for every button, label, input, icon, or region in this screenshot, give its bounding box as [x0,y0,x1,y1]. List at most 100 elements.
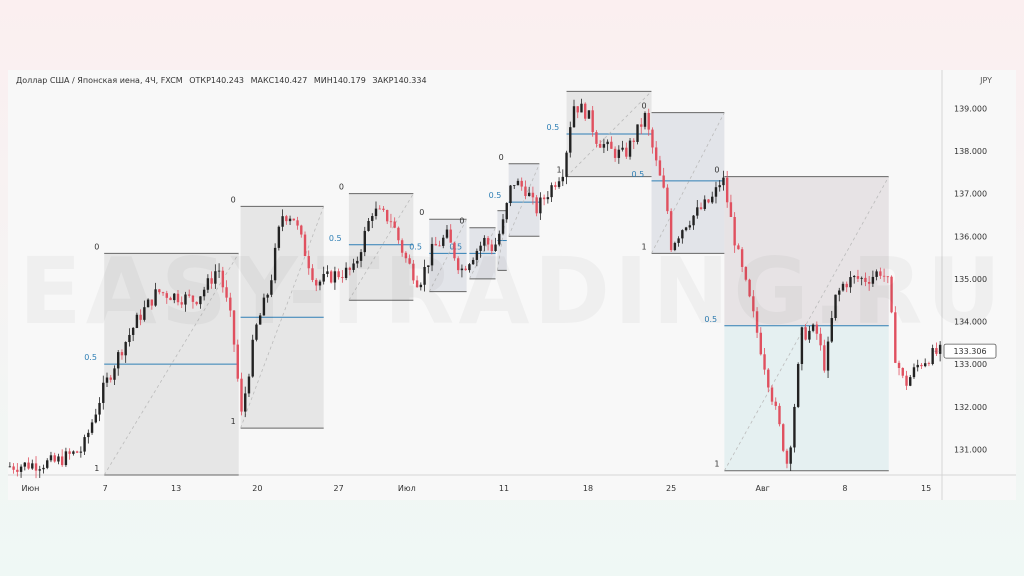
candle-body [501,219,505,234]
candle-body [124,342,127,356]
candle [610,136,613,149]
candle [789,445,792,471]
candle [688,220,692,230]
candle-body [617,149,621,158]
candle [598,140,602,148]
fib-retracement: 01 [231,195,325,429]
candle-body [113,368,116,380]
candle-body [767,369,770,388]
candle [400,238,404,257]
candle [31,459,34,470]
candle [524,180,527,200]
candle [681,229,684,244]
fib-label-05: 0.5 [547,123,560,132]
candle [120,349,124,360]
candle-body [281,216,284,227]
candle [856,269,860,283]
candle-body [359,252,363,261]
fib-label-05: 0.5 [449,242,462,251]
candle-body [505,203,508,220]
candle-body [658,160,662,176]
candle-body [729,202,733,217]
candle-body [79,451,83,453]
candle-body [87,432,90,438]
candle [53,452,56,463]
candle [557,177,561,189]
candle [804,324,807,341]
candle [445,224,449,239]
candle-body [262,297,266,316]
y-tick-label: 137.000 [954,190,987,199]
candle [897,360,901,376]
candle [475,248,479,267]
candle [875,269,878,281]
candle [643,111,647,130]
candle-body [793,406,796,448]
candle [666,184,669,215]
candle-body [748,279,751,297]
candle-body [692,215,695,226]
candle-body [408,258,411,264]
candle [139,309,142,326]
candle [628,137,632,160]
candle [871,270,875,287]
candle-body [176,293,180,303]
candle-body [542,197,546,200]
candle [826,336,830,379]
candle [909,374,912,387]
candle [725,170,729,208]
candle [916,359,919,372]
candle [16,463,19,477]
candle [759,327,763,356]
fib-label-05: 0.5 [704,315,717,324]
candle-body [860,277,863,279]
candle-body [651,129,654,148]
candle-body [333,271,337,283]
candle [430,237,434,272]
candle-body [180,302,183,305]
candle [546,191,550,204]
candle [770,385,774,405]
fib-label-05: 0.5 [489,191,502,200]
candle-body [303,234,307,257]
candle [262,293,266,316]
candle-body [688,225,692,228]
candle-body [75,451,79,453]
candle [841,281,845,292]
candle [72,450,75,456]
candle [87,429,90,444]
candle-body [352,263,355,270]
candle [415,275,419,288]
candle [834,294,837,321]
candle [176,290,180,306]
low-value: МИН140.179 [313,76,366,85]
candle [669,208,673,252]
candle-body [811,324,815,331]
candle-body [266,294,269,298]
candle-body [60,456,64,466]
candle [143,300,146,322]
candle-body [531,192,535,198]
candle-body [834,294,837,319]
candle-body [270,280,273,295]
candle-body [673,242,677,251]
candle-body [184,294,187,305]
candle [408,254,411,265]
candle-body [225,287,228,298]
candle-body [258,315,262,325]
candle [363,226,366,257]
candle-body [789,447,792,464]
candle-body [460,268,464,271]
candle-body [285,216,288,222]
candle-body [154,289,157,306]
candle-body [165,293,168,298]
candle [404,251,408,263]
candle-body [221,270,225,288]
candle-body [128,334,131,343]
candles-layer [8,98,942,479]
candle-body [539,197,542,214]
candle-body [584,103,587,119]
candle-body [430,243,434,266]
candle [277,225,281,251]
